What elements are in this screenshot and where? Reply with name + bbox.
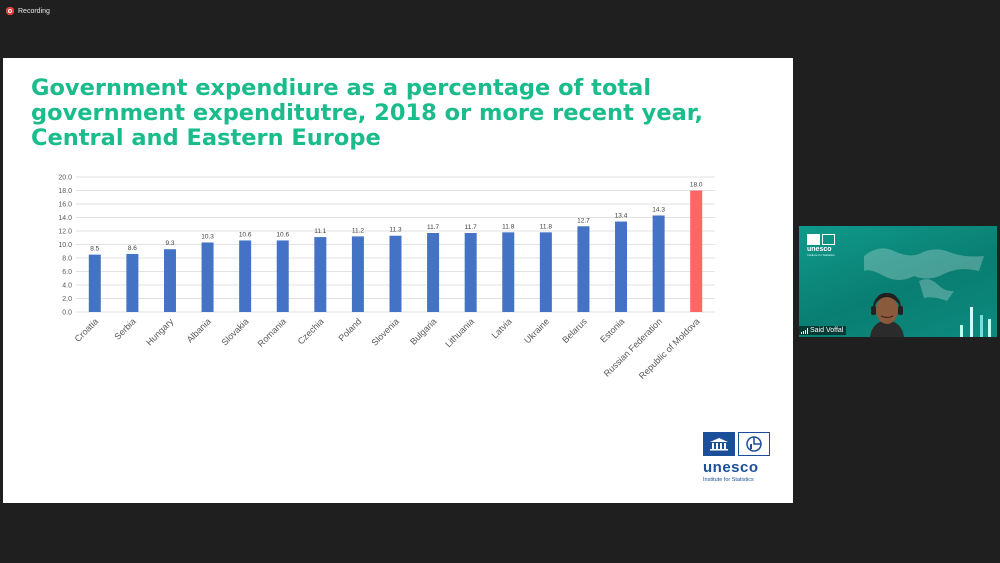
x-tick-label: Bulgaria bbox=[408, 316, 438, 346]
participant-name-tag: Said Voffal bbox=[799, 326, 847, 335]
statistics-icon bbox=[738, 432, 770, 456]
data-label: 11.8 bbox=[540, 223, 553, 230]
y-tick-label: 12.0 bbox=[58, 229, 72, 236]
bar bbox=[577, 226, 590, 312]
data-label: 14.3 bbox=[652, 206, 665, 213]
x-tick-label: Czechia bbox=[296, 316, 326, 346]
data-label: 8.6 bbox=[128, 245, 137, 252]
video-logo-wordmark: unesco bbox=[807, 246, 832, 253]
data-label: 11.1 bbox=[314, 228, 327, 235]
x-tick-label: Estonia bbox=[598, 316, 626, 344]
x-tick-label: Poland bbox=[336, 316, 363, 343]
data-label: 18.0 bbox=[690, 182, 703, 189]
bar bbox=[464, 233, 477, 312]
bar bbox=[389, 235, 402, 312]
bar bbox=[276, 240, 289, 312]
x-tick-label: Hungary bbox=[144, 316, 175, 347]
y-tick-label: 4.0 bbox=[62, 283, 72, 290]
video-logo-subtitle: Institute for Statistics bbox=[807, 253, 835, 257]
shared-slide: Government expendiure as a percentage of… bbox=[3, 58, 793, 503]
y-tick-label: 20.0 bbox=[58, 175, 72, 182]
bar bbox=[239, 240, 252, 312]
bar bbox=[427, 233, 440, 312]
bar bbox=[314, 237, 327, 312]
y-tick-label: 0.0 bbox=[62, 310, 72, 317]
data-label: 11.8 bbox=[502, 223, 515, 230]
video-unesco-logo: unesco Institute for Statistics bbox=[807, 234, 835, 257]
participant-name: Said Voffal bbox=[810, 327, 844, 334]
recording-icon bbox=[6, 7, 14, 15]
y-tick-label: 16.0 bbox=[58, 202, 72, 209]
data-label: 8.5 bbox=[90, 246, 99, 253]
bar bbox=[201, 242, 214, 312]
y-tick-label: 10.0 bbox=[58, 242, 72, 249]
data-label: 10.6 bbox=[239, 231, 252, 238]
bar bbox=[88, 254, 101, 312]
x-tick-label: Slovenia bbox=[369, 316, 400, 347]
data-label: 11.7 bbox=[427, 224, 440, 231]
logo-wordmark: unesco bbox=[703, 459, 759, 476]
x-tick-label: Ukraine bbox=[522, 316, 551, 345]
decorative-bars bbox=[960, 307, 991, 337]
slide-title: Government expendiure as a percentage of… bbox=[31, 75, 704, 151]
meeting-top-bar: Recording bbox=[0, 0, 1000, 22]
bar-chart: 0.0 2.0 4.0 6.0 8.0 10.0 12.0 14.0 16.0 18.0 20.0 8… bbox=[58, 175, 715, 381]
data-label: 10.3 bbox=[201, 233, 214, 240]
bar bbox=[502, 232, 515, 312]
participant-video[interactable]: unesco Institute for Statistics Said Vof… bbox=[799, 226, 997, 337]
recording-indicator[interactable]: Recording bbox=[6, 5, 50, 17]
data-label: 9.3 bbox=[165, 240, 174, 247]
y-tick-label: 14.0 bbox=[58, 215, 72, 222]
statistics-icon bbox=[822, 234, 835, 245]
unesco-logo: unesco Institute for Statistics bbox=[703, 432, 775, 487]
x-tick-label: Belarus bbox=[560, 316, 589, 345]
data-label: 10.6 bbox=[276, 231, 289, 238]
data-label: 11.7 bbox=[465, 224, 478, 231]
x-tick-label: Albania bbox=[185, 316, 213, 344]
bar bbox=[615, 221, 628, 312]
x-tick-label: Croatia bbox=[73, 316, 101, 344]
data-label: 13.4 bbox=[615, 213, 628, 220]
recording-label: Recording bbox=[18, 7, 50, 15]
x-tick-label: Serbia bbox=[112, 316, 137, 341]
data-label: 11.2 bbox=[352, 227, 365, 234]
temple-icon bbox=[807, 234, 820, 245]
participant-avatar bbox=[870, 293, 904, 337]
temple-icon bbox=[703, 432, 735, 456]
bar bbox=[690, 190, 703, 312]
bar bbox=[351, 236, 364, 312]
bar bbox=[652, 215, 665, 312]
x-tick-label: Latvia bbox=[490, 316, 514, 340]
x-tick-label: Slovakia bbox=[219, 316, 250, 347]
y-tick-label: 2.0 bbox=[62, 296, 72, 303]
bar bbox=[539, 232, 552, 312]
world-map-decoration bbox=[864, 248, 984, 301]
signal-icon bbox=[801, 327, 808, 334]
bar bbox=[126, 253, 139, 312]
data-label: 12.7 bbox=[577, 217, 590, 224]
data-label: 11.3 bbox=[389, 227, 402, 234]
x-tick-label: Romania bbox=[256, 316, 289, 349]
x-tick-label: Lithuania bbox=[443, 316, 476, 349]
bar bbox=[163, 249, 176, 312]
logo-subtitle: Institute for Statistics bbox=[703, 477, 754, 483]
y-tick-label: 18.0 bbox=[58, 188, 72, 195]
y-tick-label: 6.0 bbox=[62, 269, 72, 276]
y-tick-label: 8.0 bbox=[62, 256, 72, 263]
